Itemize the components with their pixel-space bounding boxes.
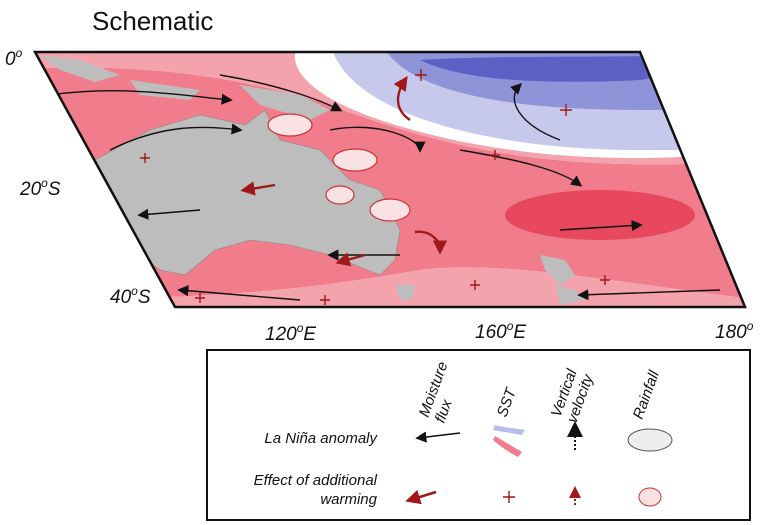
map-frame (32, 50, 747, 309)
text-part: warming (320, 491, 377, 508)
text-part: 160 (475, 322, 507, 343)
lat-label: 40oS (110, 284, 151, 308)
text-part: Effect of additional (254, 472, 378, 489)
text-part: E (513, 322, 526, 343)
legend-row: Effect of additional warming (254, 472, 378, 508)
text-part: o (297, 321, 304, 335)
text-part: 40 (110, 287, 132, 308)
lon-label: 160oE (475, 319, 526, 343)
lat-label: 0o (5, 46, 23, 70)
text-part: o (41, 176, 48, 190)
lat-label: 20oS (19, 176, 61, 200)
text-part: 120 (265, 324, 297, 345)
text-part: La Niña anomaly (264, 430, 378, 447)
legend-symbols (405, 421, 673, 507)
text-part: 20 (19, 179, 42, 200)
text-part: S (48, 179, 61, 200)
lon-label: 120oE (265, 321, 316, 345)
text-part: 180 (715, 322, 747, 343)
text-part: o (16, 46, 23, 60)
lon-label: 180o (715, 319, 754, 343)
text-part: o (747, 319, 754, 333)
text-part: o (131, 284, 138, 298)
legend-row: La Niña anomaly (264, 430, 378, 447)
text-part: E (303, 324, 316, 345)
text-part: 0 (5, 49, 16, 70)
title: Schematic (92, 6, 213, 36)
text-part: S (138, 287, 151, 308)
text-part: o (507, 319, 514, 333)
